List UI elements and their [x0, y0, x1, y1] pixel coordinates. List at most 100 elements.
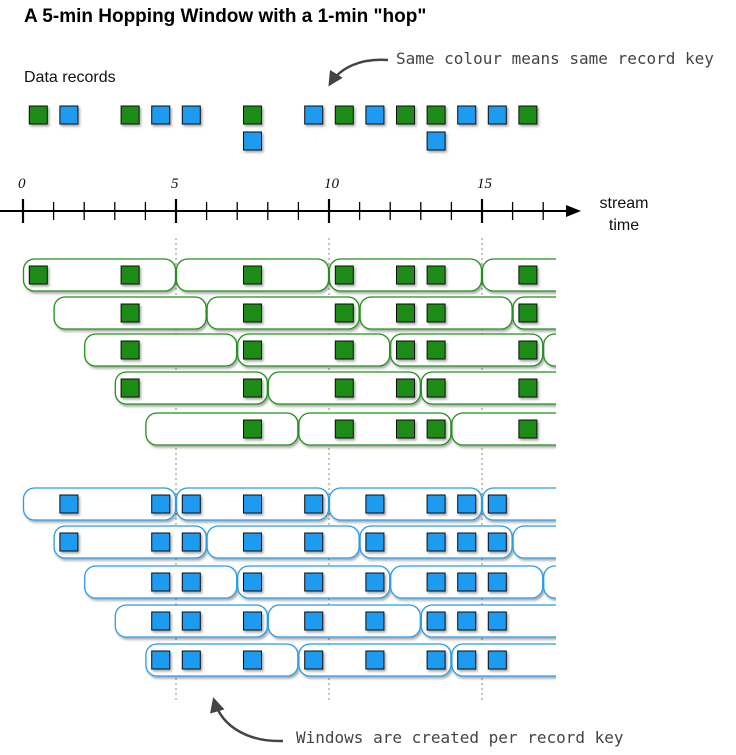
data-record-blue — [151, 105, 171, 125]
window-record-blue — [426, 611, 446, 631]
window-record-blue — [59, 532, 79, 552]
colour-key-arrow — [328, 58, 389, 87]
window-record-blue — [304, 532, 324, 552]
window-record-green — [518, 419, 538, 439]
axis-arrowhead — [566, 205, 581, 217]
window-record-blue — [365, 572, 385, 592]
window-record-green — [518, 265, 538, 285]
windows-per-key-annotation: Windows are created per record key — [296, 728, 624, 747]
data-record-blue — [304, 105, 324, 125]
data-record-blue — [243, 131, 262, 151]
window-record-blue — [365, 650, 385, 670]
window-record-green — [426, 303, 446, 323]
window-record-blue — [365, 611, 385, 631]
stream-time-label-line2: time — [608, 217, 640, 234]
green-window — [84, 333, 238, 367]
blue-window — [512, 525, 556, 559]
data-record-green — [334, 105, 354, 125]
window-record-green — [120, 265, 140, 285]
window-record-green — [334, 419, 354, 439]
window-record-green — [334, 340, 354, 360]
green-window — [145, 412, 299, 446]
window-record-blue — [487, 494, 507, 514]
window-record-green — [396, 303, 415, 323]
window-record-blue — [181, 494, 201, 514]
window-record-blue — [243, 650, 262, 670]
colour-key-annotation: Same colour means same record key — [396, 49, 714, 68]
data-record-blue — [59, 105, 79, 125]
window-record-blue — [243, 494, 262, 514]
window-record-blue — [151, 494, 171, 514]
window-record-blue — [151, 532, 171, 552]
data-record-green — [28, 105, 48, 125]
window-record-blue — [243, 611, 262, 631]
window-record-blue — [304, 650, 324, 670]
window-record-blue — [426, 572, 446, 592]
tick-label-0: 0 — [18, 176, 26, 192]
window-record-blue — [151, 611, 171, 631]
window-record-green — [518, 378, 538, 398]
window-record-blue — [487, 650, 507, 670]
window-record-blue — [426, 532, 446, 552]
window-record-green — [396, 419, 415, 439]
windows-per-key-arrow — [210, 697, 284, 743]
window-record-green — [120, 303, 140, 323]
blue-windows-group — [22, 487, 556, 677]
window-record-blue — [59, 494, 79, 514]
green-window — [481, 258, 556, 292]
window-record-green — [243, 378, 262, 398]
data-record-blue — [365, 105, 385, 125]
green-window — [114, 371, 268, 405]
window-record-blue — [365, 532, 385, 552]
data-record-green — [396, 105, 415, 125]
window-record-blue — [487, 532, 507, 552]
window-record-blue — [457, 611, 477, 631]
window-record-green — [396, 340, 415, 360]
window-record-blue — [304, 611, 324, 631]
window-record-blue — [426, 650, 446, 670]
window-record-green — [334, 303, 354, 323]
window-record-green — [120, 340, 140, 360]
window-record-blue — [487, 572, 507, 592]
tick-label-5: 5 — [171, 176, 179, 192]
window-record-green — [396, 265, 415, 285]
window-record-blue — [151, 572, 171, 592]
data-records-label: Data records — [24, 69, 116, 86]
data-record-green — [518, 105, 538, 125]
data-record-blue — [426, 131, 446, 151]
tick-label-15: 15 — [477, 176, 493, 192]
data-record-green — [243, 105, 262, 125]
window-record-blue — [181, 532, 201, 552]
window-record-green — [426, 265, 446, 285]
green-window — [543, 333, 556, 367]
window-record-blue — [181, 650, 201, 670]
window-record-blue — [426, 494, 446, 514]
window-record-green — [426, 419, 446, 439]
stream-time-label-line1: stream — [599, 195, 649, 212]
window-record-green — [243, 340, 262, 360]
window-record-blue — [304, 494, 324, 514]
window-record-blue — [457, 532, 477, 552]
window-record-green — [426, 340, 446, 360]
window-record-blue — [457, 572, 477, 592]
tick-label-10: 10 — [324, 176, 340, 192]
window-record-green — [396, 378, 415, 398]
window-record-green — [518, 303, 538, 323]
window-record-blue — [365, 494, 385, 514]
blue-window — [543, 565, 556, 599]
data-record-blue — [457, 105, 477, 125]
data-record-blue — [181, 105, 201, 125]
data-record-green — [426, 105, 446, 125]
data-record-green — [120, 105, 140, 125]
window-record-green — [243, 303, 262, 323]
stream-time-label: stream time — [592, 193, 656, 237]
window-record-blue — [181, 572, 201, 592]
green-windows-group — [22, 258, 556, 446]
window-record-blue — [457, 494, 477, 514]
window-record-green — [243, 419, 262, 439]
window-record-green — [518, 340, 538, 360]
window-record-green — [28, 265, 48, 285]
window-record-green — [334, 378, 354, 398]
blue-window — [206, 525, 360, 559]
